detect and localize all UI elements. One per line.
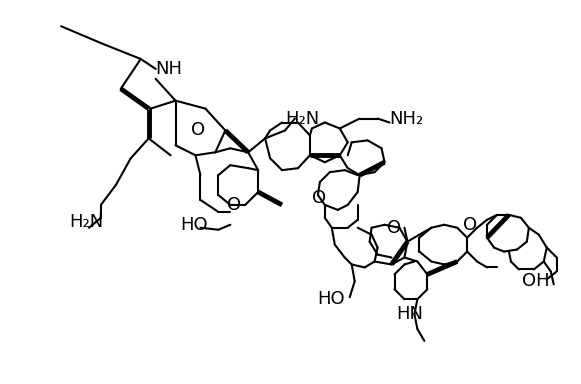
Text: OH: OH xyxy=(522,272,550,290)
Text: H₂N: H₂N xyxy=(285,109,320,127)
Text: HN: HN xyxy=(396,305,423,323)
Text: O: O xyxy=(388,219,401,237)
Text: O: O xyxy=(191,121,206,139)
Text: HO: HO xyxy=(180,216,207,234)
Text: O: O xyxy=(463,216,477,234)
Text: H₂N: H₂N xyxy=(69,213,103,231)
Text: O: O xyxy=(312,189,326,207)
Text: O: O xyxy=(227,196,241,214)
Text: NH: NH xyxy=(156,60,182,78)
Text: NH₂: NH₂ xyxy=(389,109,424,127)
Text: HO: HO xyxy=(317,290,345,308)
